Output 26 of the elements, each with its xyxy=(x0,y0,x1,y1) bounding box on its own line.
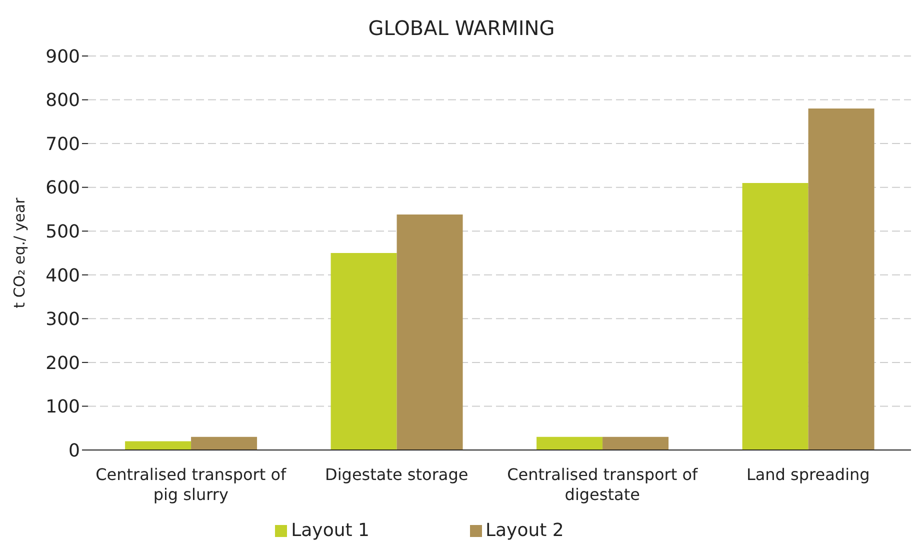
y-tick-label: 300 xyxy=(46,309,80,330)
chart-title: GLOBAL WARMING xyxy=(367,15,556,42)
y-axis-title: t CO₂ eq./ year xyxy=(10,196,28,308)
x-tick-label: Digestate storage xyxy=(325,465,468,484)
y-tick-label: 200 xyxy=(46,352,80,374)
bar xyxy=(536,436,603,450)
x-tick-label: Centralised transport of pig slurry xyxy=(96,465,287,504)
legend-label: Layout 2 xyxy=(486,520,564,541)
y-tick-label: 100 xyxy=(46,396,80,418)
bar xyxy=(125,441,192,450)
bar xyxy=(808,108,874,450)
x-tick-label: Land spreading xyxy=(746,465,870,484)
y-tick-label: 600 xyxy=(46,178,80,199)
bar xyxy=(191,436,258,450)
y-tick-label: 400 xyxy=(46,265,80,286)
legend-label: Layout 1 xyxy=(291,520,370,541)
x-tick-label: Centralised transport of digestate xyxy=(507,465,698,504)
y-tick-label: 500 xyxy=(46,222,80,242)
y-tick-label: 700 xyxy=(46,134,80,155)
bar xyxy=(602,436,669,450)
bar xyxy=(742,182,808,450)
y-tick-label: 800 xyxy=(46,90,80,112)
bar xyxy=(396,214,463,450)
y-tick-label: 0 xyxy=(68,440,80,462)
bar xyxy=(330,253,397,450)
y-tick-label: 900 xyxy=(46,46,80,68)
